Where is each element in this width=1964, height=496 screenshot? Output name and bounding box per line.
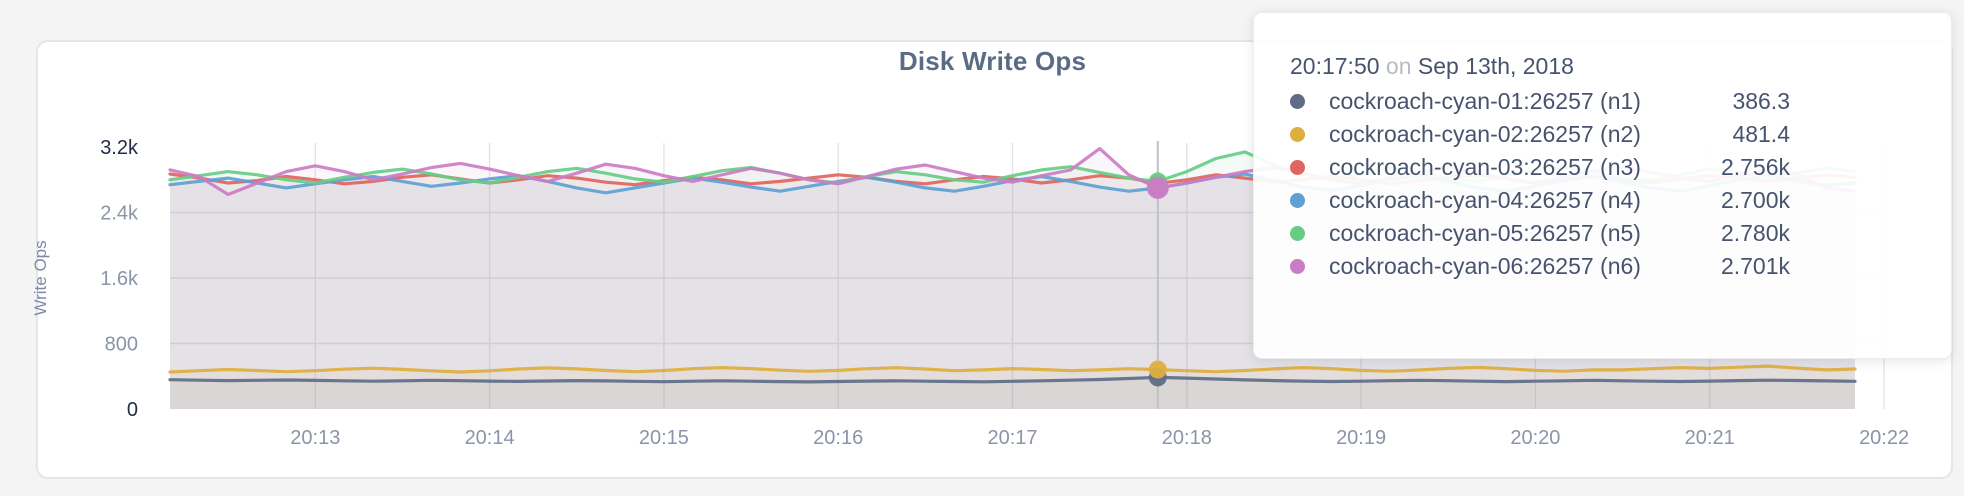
x-tick-label: 20:19 — [1336, 427, 1386, 449]
hover-dot-n6 — [1146, 176, 1169, 199]
y-tick-label: 0 — [127, 399, 138, 421]
x-tick-label: 20:22 — [1859, 427, 1909, 449]
x-tick-label: 20:16 — [813, 427, 863, 449]
x-tick-label: 20:13 — [290, 427, 340, 449]
axis-ticks: 20:13 20:14 20:15 20:16 20:17 20:18 20:19 20:20… — [100, 137, 1909, 449]
tooltip-row: cockroach-cyan-04:26257 (n4) 2.700k — [1254, 184, 1790, 217]
chart-title: Disk Write Ops — [898, 46, 1087, 76]
y-tick-label: 3.2k — [100, 137, 139, 159]
series-color-dot-icon — [1290, 160, 1305, 175]
x-tick-label: 20:14 — [465, 427, 515, 449]
tooltip-series-value: 2.701k — [1720, 253, 1790, 279]
y-tick-label: 1.6k — [100, 268, 139, 290]
tooltip-series-value: 386.3 — [1732, 88, 1790, 114]
tooltip-rows: cockroach-cyan-01:26257 (n1) 386.3 cockroa… — [1254, 85, 1951, 283]
tooltip-series-value: 2.780k — [1720, 220, 1790, 246]
series-color-dot-icon — [1290, 193, 1305, 208]
y-axis-title: Write Ops — [31, 240, 50, 315]
tooltip-series-label: cockroach-cyan-02:26257 (n2) — [1329, 121, 1641, 147]
x-tick-label: 20:17 — [987, 427, 1037, 449]
series-color-dot-icon — [1290, 226, 1305, 241]
tooltip-series-value: 2.756k — [1720, 154, 1790, 180]
tooltip-row: cockroach-cyan-05:26257 (n5) 2.780k — [1254, 217, 1790, 250]
tooltip-row: cockroach-cyan-01:26257 (n1) 386.3 — [1254, 85, 1790, 118]
series-color-dot-icon — [1290, 94, 1305, 109]
tooltip-time: 20:17:50 — [1290, 53, 1380, 79]
series-line-n2 — [168, 364, 1857, 374]
tooltip-header: 20:17:50 on Sep 13th, 2018 — [1290, 53, 1574, 80]
tooltip-series-label: cockroach-cyan-06:26257 (n6) — [1329, 253, 1641, 279]
tooltip-row: cockroach-cyan-06:26257 (n6) 2.701k — [1254, 250, 1790, 283]
hover-dots — [1146, 172, 1169, 387]
series-line-n1 — [168, 375, 1857, 384]
x-tick-label: 20:21 — [1685, 427, 1735, 449]
tooltip-series-value: 481.4 — [1732, 121, 1790, 147]
series-area-n2 — [170, 366, 1855, 409]
tooltip-series-label: cockroach-cyan-03:26257 (n3) — [1329, 154, 1641, 180]
series-color-dot-icon — [1290, 259, 1305, 274]
y-tick-label: 2.4k — [100, 203, 139, 225]
y-tick-label: 800 — [105, 334, 138, 356]
series-color-dot-icon — [1290, 127, 1305, 142]
tooltip-row: cockroach-cyan-03:26257 (n3) 2.756k — [1254, 151, 1790, 184]
tooltip-series-label: cockroach-cyan-05:26257 (n5) — [1329, 220, 1641, 246]
tooltip-row: cockroach-cyan-02:26257 (n2) 481.4 — [1254, 118, 1790, 151]
tooltip-conjunction: on — [1385, 53, 1412, 79]
series-area-n1 — [170, 377, 1855, 409]
tooltip-series-label: cockroach-cyan-01:26257 (n1) — [1329, 88, 1641, 114]
tooltip-series-label: cockroach-cyan-04:26257 (n4) — [1329, 187, 1641, 213]
x-tick-label: 20:15 — [639, 427, 689, 449]
x-tick-label: 20:20 — [1510, 427, 1560, 449]
tooltip-series-value: 2.700k — [1720, 187, 1790, 213]
tooltip-date: Sep 13th, 2018 — [1417, 53, 1574, 79]
chart-tooltip: 20:17:50 on Sep 13th, 2018 cockroach-cya… — [1253, 12, 1952, 359]
hover-dot-n2 — [1148, 360, 1167, 379]
x-tick-label: 20:18 — [1162, 427, 1212, 449]
